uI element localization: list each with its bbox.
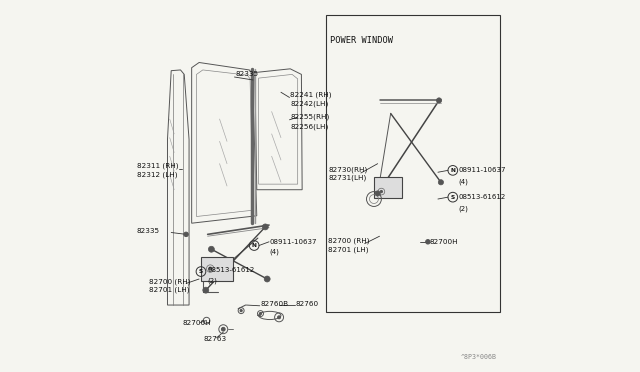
Text: 82335: 82335 [235, 71, 259, 77]
Circle shape [259, 312, 262, 315]
Circle shape [438, 180, 444, 185]
Circle shape [240, 310, 243, 312]
Text: 82700H: 82700H [429, 239, 458, 245]
Circle shape [203, 287, 209, 293]
Bar [374, 177, 402, 198]
Text: 82256(LH): 82256(LH) [291, 123, 328, 130]
Text: 08911-10637: 08911-10637 [459, 167, 506, 173]
Bar [201, 257, 232, 281]
Text: 82335: 82335 [137, 228, 160, 234]
Circle shape [221, 327, 225, 331]
Text: 82763: 82763 [204, 336, 227, 341]
Text: 08911-10637: 08911-10637 [270, 239, 317, 245]
Text: 82312 (LH): 82312 (LH) [137, 171, 177, 178]
Text: 08513-61612: 08513-61612 [207, 267, 255, 273]
Circle shape [264, 276, 270, 282]
Circle shape [209, 246, 214, 252]
Text: 08513-61612: 08513-61612 [459, 194, 506, 200]
Text: 82241 (RH): 82241 (RH) [291, 92, 332, 98]
Circle shape [184, 232, 188, 237]
Text: N: N [451, 168, 455, 173]
Circle shape [436, 98, 442, 103]
Text: ^8P3*006B: ^8P3*006B [461, 354, 497, 360]
Circle shape [375, 191, 380, 196]
Text: (2): (2) [207, 278, 217, 284]
Text: 82701 (LH): 82701 (LH) [149, 287, 189, 294]
Text: 82731(LH): 82731(LH) [328, 174, 367, 181]
Text: N: N [252, 243, 257, 248]
Text: (2): (2) [459, 205, 468, 212]
Circle shape [380, 190, 383, 193]
Circle shape [426, 240, 430, 244]
Circle shape [278, 316, 280, 319]
Text: 82311 (RH): 82311 (RH) [137, 162, 179, 169]
Text: 82700H: 82700H [182, 320, 211, 326]
Text: S: S [451, 195, 455, 200]
Circle shape [262, 224, 268, 230]
Text: 82700 (RH): 82700 (RH) [149, 279, 190, 285]
Text: 82730(RH): 82730(RH) [328, 166, 367, 173]
Text: S: S [199, 269, 203, 274]
Circle shape [209, 267, 212, 270]
Text: POWER WINDOW: POWER WINDOW [330, 36, 394, 45]
Text: 82760B: 82760B [260, 301, 289, 307]
Text: 82760: 82760 [296, 301, 319, 307]
Bar [326, 15, 500, 312]
Text: (4): (4) [270, 249, 280, 256]
Text: 82700 (RH): 82700 (RH) [328, 238, 370, 244]
Text: 82255(RH): 82255(RH) [291, 114, 330, 121]
Text: 82701 (LH): 82701 (LH) [328, 246, 369, 253]
Text: (4): (4) [459, 178, 468, 185]
Text: 82242(LH): 82242(LH) [291, 101, 328, 108]
